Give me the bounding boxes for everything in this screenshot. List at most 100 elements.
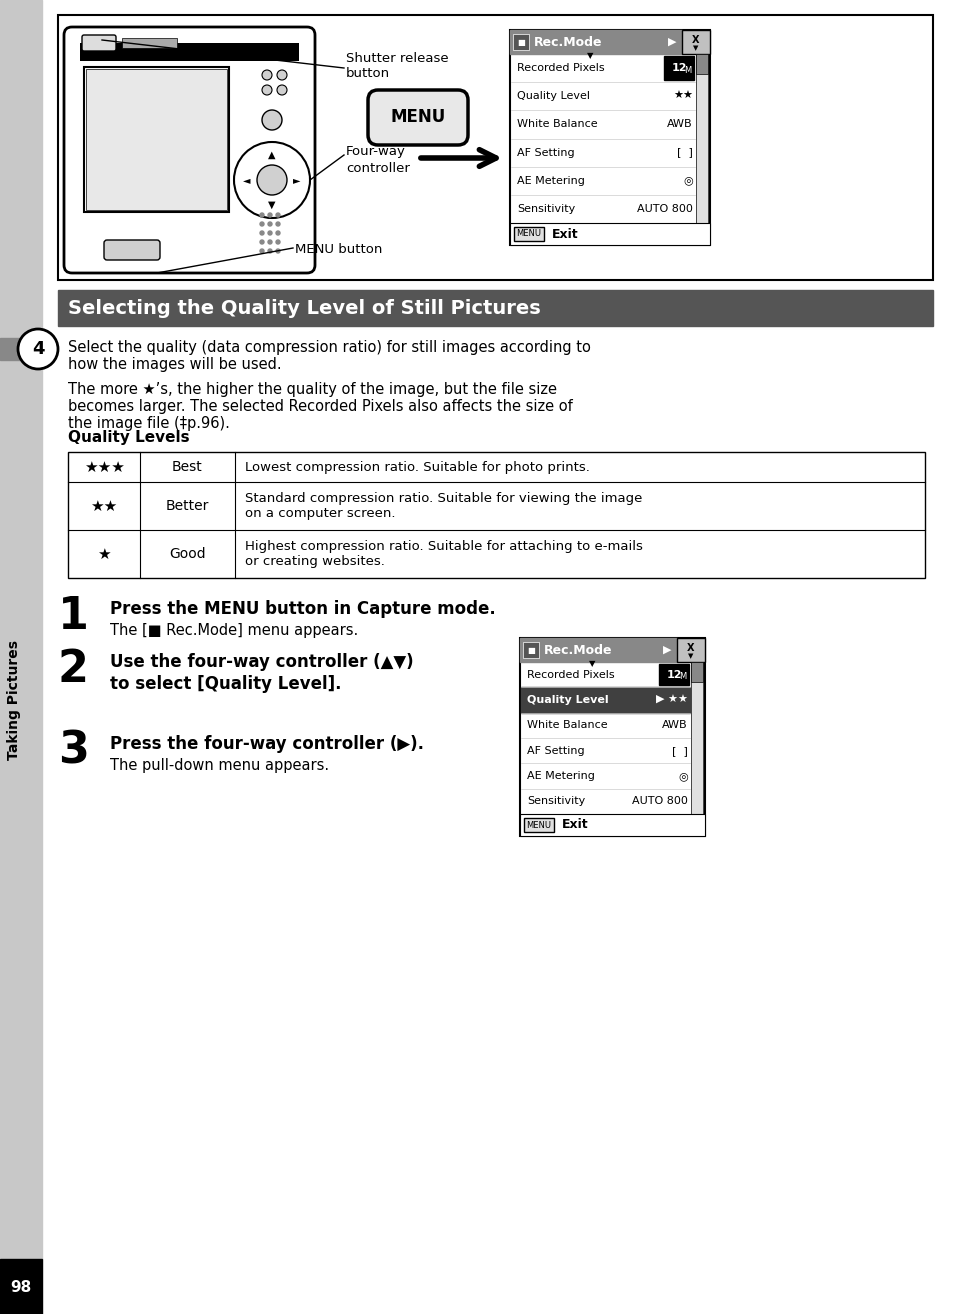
Bar <box>523 819 554 832</box>
Text: Press the four-way controller (▶).: Press the four-way controller (▶). <box>110 735 423 753</box>
Text: ◄: ◄ <box>243 175 251 185</box>
Text: Exit: Exit <box>561 819 588 832</box>
Text: Press the MENU button in Capture mode.: Press the MENU button in Capture mode. <box>110 600 496 618</box>
Circle shape <box>275 213 280 217</box>
Bar <box>690 662 702 682</box>
Circle shape <box>262 110 282 130</box>
Text: ★: ★ <box>97 547 111 561</box>
Text: 1: 1 <box>58 595 89 639</box>
FancyBboxPatch shape <box>104 240 160 260</box>
Text: Highest compression ratio. Suitable for attaching to e-mails
or creating website: Highest compression ratio. Suitable for … <box>245 540 642 568</box>
Text: The pull-down menu appears.: The pull-down menu appears. <box>110 758 329 773</box>
Text: MENU button: MENU button <box>294 243 382 256</box>
Text: Rec.Mode: Rec.Mode <box>534 35 602 49</box>
Text: the image file (‡p.96).: the image file (‡p.96). <box>68 417 230 431</box>
Text: 12: 12 <box>665 670 681 679</box>
Text: M: M <box>683 66 691 75</box>
Circle shape <box>276 70 287 80</box>
Text: Recorded Pixels: Recorded Pixels <box>517 63 604 74</box>
FancyBboxPatch shape <box>64 28 314 273</box>
Text: Lowest compression ratio. Suitable for photo prints.: Lowest compression ratio. Suitable for p… <box>245 460 589 473</box>
Bar <box>514 227 543 240</box>
Circle shape <box>260 240 264 244</box>
Text: AF Setting: AF Setting <box>526 745 584 756</box>
Text: Quality Level: Quality Level <box>526 695 608 706</box>
Bar <box>84 67 229 212</box>
Bar <box>122 38 177 49</box>
Bar <box>0 338 42 360</box>
Text: White Balance: White Balance <box>517 120 597 129</box>
Text: AF Setting: AF Setting <box>517 147 574 158</box>
Text: AE Metering: AE Metering <box>526 771 595 781</box>
Bar <box>659 664 688 686</box>
Circle shape <box>275 222 280 226</box>
Circle shape <box>262 70 272 80</box>
Text: to select [Quality Level].: to select [Quality Level]. <box>110 675 341 692</box>
Bar <box>522 643 538 658</box>
Text: The [■ Rec.Mode] menu appears.: The [■ Rec.Mode] menu appears. <box>110 623 358 639</box>
Circle shape <box>260 213 264 217</box>
Bar <box>681 30 709 54</box>
Bar <box>696 54 707 74</box>
Text: Quality Levels: Quality Levels <box>68 430 190 445</box>
Text: Four-way: Four-way <box>346 145 405 158</box>
Bar <box>0 0 42 1259</box>
Circle shape <box>275 240 280 244</box>
Text: Exit: Exit <box>552 227 578 240</box>
Bar <box>519 639 677 662</box>
Circle shape <box>268 231 272 235</box>
Bar <box>68 452 924 578</box>
Circle shape <box>275 231 280 235</box>
Bar <box>510 223 709 244</box>
Bar <box>0 1259 42 1314</box>
Text: Taking Pictures: Taking Pictures <box>7 640 21 759</box>
Text: Use the four-way controller (▲▼): Use the four-way controller (▲▼) <box>110 653 414 671</box>
Bar <box>519 813 704 836</box>
Text: The more ★’s, the higher the quality of the image, but the file size: The more ★’s, the higher the quality of … <box>68 382 557 397</box>
Bar <box>677 639 704 662</box>
Text: ▼: ▼ <box>688 653 693 660</box>
Circle shape <box>260 231 264 235</box>
Circle shape <box>275 248 280 254</box>
Bar <box>519 639 704 836</box>
Bar <box>510 30 709 244</box>
Circle shape <box>256 166 287 194</box>
Text: Recorded Pixels: Recorded Pixels <box>526 670 614 679</box>
Bar <box>513 34 529 50</box>
Text: ▼: ▼ <box>588 660 595 669</box>
Text: ★★: ★★ <box>672 91 692 101</box>
Text: ◎: ◎ <box>678 771 687 781</box>
Text: ▼: ▼ <box>268 200 275 210</box>
Bar <box>663 57 693 80</box>
Text: ▲: ▲ <box>268 150 275 160</box>
Circle shape <box>18 328 58 369</box>
Text: Best: Best <box>172 460 203 474</box>
Text: X: X <box>686 643 694 653</box>
Text: becomes larger. The selected Recorded Pixels also affects the size of: becomes larger. The selected Recorded Pi… <box>68 399 572 414</box>
Text: ■: ■ <box>526 645 535 654</box>
Text: ★★: ★★ <box>91 498 117 514</box>
Bar <box>520 687 689 712</box>
Text: MENU: MENU <box>526 820 551 829</box>
Circle shape <box>268 248 272 254</box>
Bar <box>696 54 707 223</box>
Text: ►: ► <box>293 175 300 185</box>
Text: Shutter release
button: Shutter release button <box>346 53 448 80</box>
Text: Better: Better <box>166 499 209 512</box>
Text: [  ]: [ ] <box>672 745 687 756</box>
Circle shape <box>268 240 272 244</box>
Text: AWB: AWB <box>661 720 687 731</box>
Bar <box>690 662 702 813</box>
Text: AE Metering: AE Metering <box>517 176 584 185</box>
Circle shape <box>262 85 272 95</box>
Text: ▶: ▶ <box>667 37 676 47</box>
Text: 2: 2 <box>58 648 89 691</box>
Text: Selecting the Quality Level of Still Pictures: Selecting the Quality Level of Still Pic… <box>68 298 540 318</box>
Text: Rec.Mode: Rec.Mode <box>543 644 612 657</box>
Text: Select the quality (data compression ratio) for still images according to: Select the quality (data compression rat… <box>68 340 590 355</box>
Text: ▼: ▼ <box>693 45 698 51</box>
Circle shape <box>233 142 310 218</box>
Circle shape <box>276 85 287 95</box>
Bar <box>80 43 298 60</box>
Text: ▶: ▶ <box>662 645 671 654</box>
